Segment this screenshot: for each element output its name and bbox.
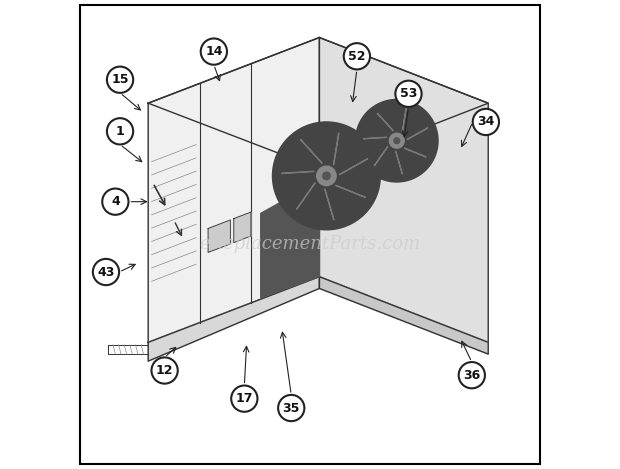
Text: 4: 4 [111,195,120,208]
Circle shape [396,81,422,107]
Circle shape [322,172,330,180]
Circle shape [272,122,380,230]
Polygon shape [148,277,319,361]
Circle shape [472,109,499,135]
FancyArrowPatch shape [325,189,334,220]
Text: 15: 15 [112,73,129,86]
Circle shape [394,138,400,144]
FancyArrowPatch shape [335,185,366,197]
Text: eReplacementParts.com: eReplacementParts.com [200,235,420,253]
Polygon shape [319,38,488,342]
FancyArrowPatch shape [404,148,426,157]
Text: 34: 34 [477,115,495,129]
Circle shape [107,67,133,93]
Text: 36: 36 [463,369,480,382]
Circle shape [102,189,128,215]
Text: 52: 52 [348,50,366,63]
Circle shape [343,43,370,69]
Polygon shape [234,212,251,242]
Circle shape [459,362,485,388]
Polygon shape [319,277,488,354]
FancyArrowPatch shape [340,159,368,174]
Circle shape [317,166,336,186]
Polygon shape [148,38,488,169]
Text: 17: 17 [236,392,253,405]
Circle shape [151,357,178,384]
Circle shape [201,38,227,65]
FancyArrowPatch shape [402,108,406,131]
Circle shape [231,386,257,412]
Circle shape [389,133,404,148]
FancyArrowPatch shape [363,137,386,139]
Text: 35: 35 [283,401,300,415]
FancyArrowPatch shape [374,146,388,166]
Text: 1: 1 [116,125,125,138]
Text: 43: 43 [97,265,115,279]
Polygon shape [208,220,231,252]
Circle shape [107,118,133,144]
Circle shape [278,395,304,421]
FancyArrowPatch shape [396,151,402,174]
FancyArrowPatch shape [334,133,339,165]
FancyArrowPatch shape [281,171,314,174]
Polygon shape [148,38,319,342]
Text: 14: 14 [205,45,223,58]
FancyArrowPatch shape [378,113,393,131]
FancyArrowPatch shape [296,183,315,209]
Text: 12: 12 [156,364,174,377]
FancyArrowPatch shape [301,139,322,163]
Circle shape [355,99,438,182]
Text: 53: 53 [400,87,417,100]
FancyArrowPatch shape [407,128,428,139]
Polygon shape [261,181,319,298]
Circle shape [93,259,119,285]
